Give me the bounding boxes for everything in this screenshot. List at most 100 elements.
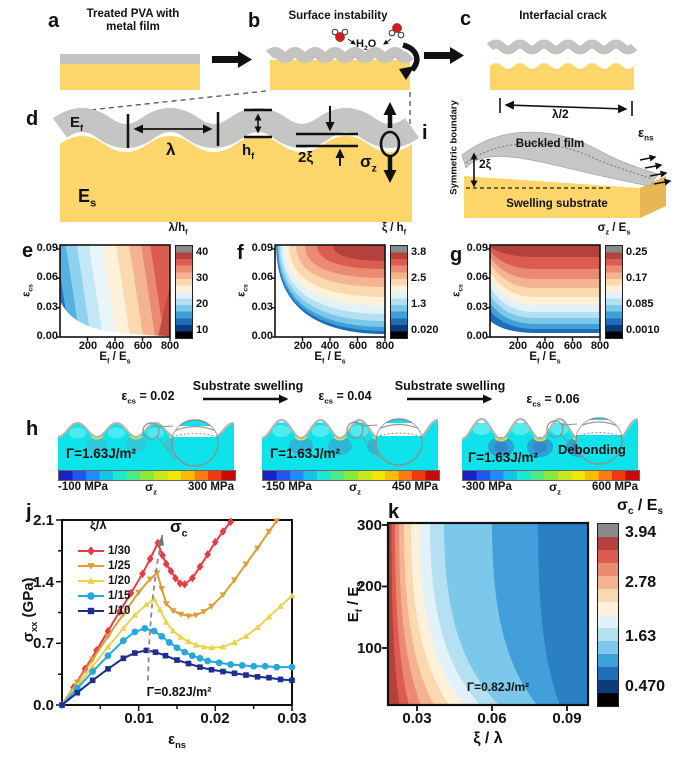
e-cbar-tick-1: 30: [196, 272, 209, 284]
fem-snapshot-2: [261, 418, 438, 470]
h-cbar2-max: 450 MPa: [391, 481, 438, 493]
buckled-film-label: Buckled film: [515, 138, 585, 150]
h-cbar2-sigma: σz: [349, 480, 361, 497]
substrate-front-face: [464, 176, 640, 218]
symmetric-boundary-label: Symmetric boundary: [448, 100, 460, 195]
e-cbar-tick-3: 10: [196, 324, 209, 336]
g-ylabel: εcs: [450, 284, 465, 297]
e-ytick-3: 0.00: [36, 330, 58, 342]
panel-letter-e: e: [22, 240, 34, 262]
e-ylabel: εcs: [20, 284, 35, 297]
j-xtick-0: 0.01: [124, 710, 154, 727]
j-ytick-3: 0.0: [33, 697, 54, 714]
swelling-strain-label: εns: [638, 125, 654, 143]
j-ytick-0: 2.1: [33, 512, 54, 529]
h-eps-label-1: εcs = 0.02: [121, 389, 175, 406]
wavelength-label: λ: [166, 140, 176, 159]
g-xtick-2: 600: [563, 340, 583, 352]
j-legend-title: ξ/λ: [90, 517, 107, 532]
colorbar-e: [175, 245, 193, 339]
j-ytick-2: 0.7: [33, 635, 54, 652]
colorbar-f: [390, 245, 408, 339]
colorbar-h3: [462, 470, 640, 481]
h2o-arrow-right: [383, 38, 392, 45]
g-xtick-1: 400: [535, 340, 555, 352]
panel-b-title: Surface instability: [288, 10, 388, 22]
g-cbar-tick-0: 0.25: [626, 246, 648, 258]
panel-letter-f: f: [237, 242, 244, 264]
k-ytick-1: 200: [356, 578, 382, 595]
j-legend-label-4: 1/10: [108, 605, 131, 617]
contour-plot-f: [271, 244, 386, 341]
buckled-film-sheet: [461, 131, 659, 187]
e-ytick-2: 0.03: [36, 301, 58, 313]
magnifier-3: [546, 417, 623, 465]
f-cbar-tick-1: 2.5: [411, 272, 427, 284]
e-colorbar-title: λ/hf: [168, 222, 188, 237]
e-xlabel: Ef / Es: [99, 351, 131, 366]
g-xtick-3: 800: [590, 340, 610, 352]
k-cbar-tick-0: 3.94: [625, 524, 657, 541]
j-xtick-2: 0.03: [277, 710, 307, 727]
f-xlabel: Ef / Es: [314, 351, 346, 366]
h-cbar1-max: 300 MPa: [187, 481, 234, 493]
e-xtick-1: 400: [105, 340, 125, 352]
panel-letter-a: a: [48, 10, 60, 32]
e-cbar-tick-0: 40: [196, 246, 209, 258]
f-ytick-2: 0.03: [251, 301, 273, 313]
j-legend-label-2: 1/20: [108, 575, 131, 587]
magnifier-1: [142, 419, 219, 467]
panel-a-title-line2: metal film: [106, 21, 160, 33]
h2o-arrow-left: [347, 38, 356, 45]
h-gamma-3: Γ=1.63J/m²: [468, 450, 539, 465]
f-ytick-3: 0.00: [251, 330, 273, 342]
k-cbar-tick-3: 0.470: [625, 678, 666, 695]
g-colorbar-title: σz / Es: [597, 222, 631, 237]
k-colorbar-title: σc / Es: [617, 497, 663, 518]
j-legend-label-0: 1/30: [108, 545, 131, 557]
panel-letter-k: k: [388, 501, 400, 523]
h-eps-label-2: εcs = 0.04: [318, 389, 372, 406]
k-cbar-tick-1: 2.78: [625, 574, 657, 591]
h2o-label: H2O: [356, 38, 377, 53]
panel-d-schematic: [52, 102, 420, 222]
half-wavelength-arrow: [504, 100, 628, 114]
j-xlabel: εns: [168, 731, 186, 750]
k-xtick-0: 0.03: [402, 710, 432, 727]
j-legend-label-3: 1/15: [108, 590, 131, 602]
k-ytick-0: 300: [356, 517, 382, 534]
g-cbar-tick-2: 0.085: [626, 298, 654, 310]
j-ytick-1: 1.4: [33, 574, 54, 591]
e-ytick-0: 0.09: [36, 242, 58, 254]
film-thickness-label: hf: [242, 142, 255, 161]
h-cbar2-min: -150 MPa: [262, 481, 312, 493]
chart-legend-markers: [78, 546, 104, 615]
f-xtick-3: 800: [375, 340, 395, 352]
panel-letter-j: j: [26, 501, 32, 523]
colorbar-k: [597, 523, 619, 707]
colorbar-h2: [262, 470, 440, 481]
h-gamma-1: Γ=1.63J/m²: [66, 446, 137, 461]
amplitude-label: 2ξ: [298, 149, 314, 166]
panel-letter-g: g: [450, 244, 463, 266]
substrate-modulus-label: Es: [78, 186, 97, 210]
h-gamma-2: Γ=1.63J/m²: [270, 446, 341, 461]
panel-b-schematic: [266, 23, 420, 90]
g-ytick-2: 0.03: [466, 301, 488, 313]
water-molecule-right: [388, 23, 405, 39]
h-swelling-label-2: Substrate swelling: [394, 379, 506, 393]
h-eps-label-3: εcs = 0.06: [526, 392, 580, 409]
f-cbar-tick-0: 3.8: [411, 246, 427, 258]
f-cbar-tick-2: 1.3: [411, 298, 427, 310]
h-cbar1-min: -100 MPa: [58, 481, 108, 493]
panel-letter-i: i: [422, 122, 428, 144]
contour-plot-k: [382, 521, 590, 711]
panel-letter-d: d: [26, 108, 39, 130]
e-cbar-tick-2: 20: [196, 298, 209, 310]
panel-a-title-line1: Treated PVA with: [86, 8, 180, 20]
arrow-b-to-c: [424, 47, 464, 64]
contour-plot-e: [56, 244, 171, 341]
f-xtick-2: 600: [348, 340, 368, 352]
j-legend-label-1: 1/25: [108, 560, 131, 572]
colorbar-g: [605, 245, 623, 339]
